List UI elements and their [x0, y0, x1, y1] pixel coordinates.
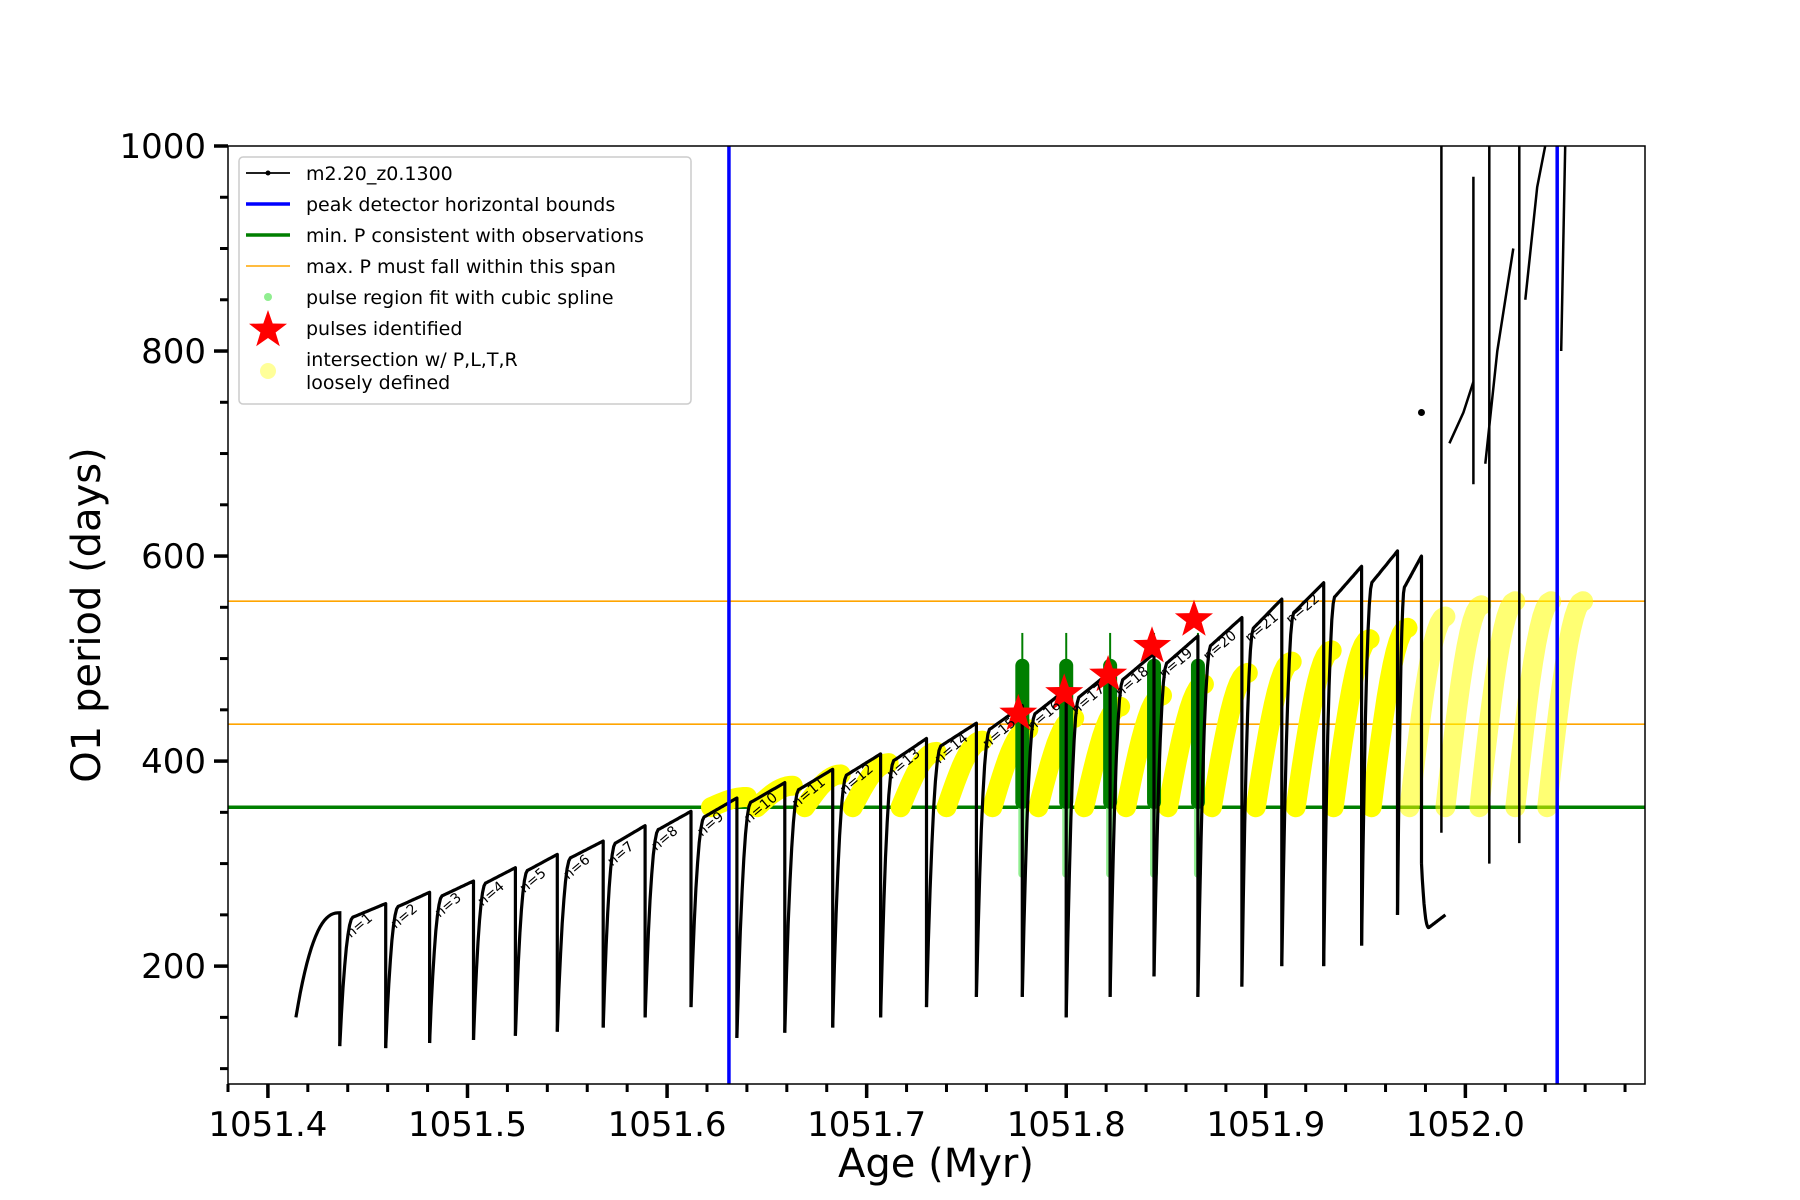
isolated-track-point: [1417, 409, 1425, 417]
intersection-region-2: [746, 775, 803, 818]
track-segment-3: [428, 879, 476, 1044]
legend-label-7: intersection w/ P,L,T,R: [306, 349, 518, 371]
legend-swatch-dot: [260, 363, 276, 379]
track-segment-13: [879, 736, 929, 1018]
track-segment-12: [831, 752, 883, 1028]
x-tick-label-6: 1051.9: [1206, 1105, 1325, 1145]
x-tick-label-4: 1051.7: [807, 1105, 926, 1145]
x-tick-label-1: 1051.4: [208, 1105, 327, 1145]
late-track-segment-2: [1448, 381, 1475, 444]
track-segment-21: [1240, 597, 1284, 987]
x-axis-label: Age (Myr): [838, 1141, 1034, 1187]
pulse-star-2: [1045, 673, 1084, 710]
track-segment-19: [1152, 634, 1200, 997]
track-segment-8: [643, 809, 693, 1018]
legend-label-2: peak detector horizontal bounds: [306, 194, 615, 216]
pulse-star-markers: [999, 599, 1213, 731]
track-segment-1: [338, 902, 388, 1049]
legend-label-6: pulses identified: [306, 318, 462, 340]
legend-label-5: pulse region fit with cubic spline: [306, 287, 614, 309]
period-track-series: [294, 146, 1567, 1049]
y-tick-label-4: 800: [141, 332, 206, 372]
track-segment-4: [471, 866, 517, 1040]
intersection-region-5: [890, 741, 947, 818]
pulse-star-5: [1174, 599, 1213, 636]
track-segment-7: [601, 824, 647, 1028]
track-segment-23: [1322, 564, 1364, 967]
x-axis: 1051.4 1051.5 1051.6 1051.7 1051.8 1051.9 1052…: [208, 1084, 1627, 1145]
track-segment-20: [1196, 616, 1244, 997]
track-segment-24: [1360, 549, 1400, 946]
track-segment-11: [783, 767, 835, 1033]
track-segment-22: [1280, 581, 1326, 967]
intersection-region-21: [1537, 591, 1594, 818]
legend-label-7-line2: loosely defined: [306, 372, 450, 394]
intersection-region-3: [794, 764, 851, 818]
track-segment-2: [384, 890, 432, 1049]
vertical-bound-lines: [727, 146, 1559, 1084]
intersection-region-14: [1285, 640, 1342, 818]
x-tick-label-3: 1051.6: [608, 1105, 727, 1145]
intersection-region-15: [1323, 629, 1380, 818]
legend-swatch-dot: [264, 293, 272, 301]
intersection-region-4: [842, 753, 899, 818]
track-segment-10: [735, 781, 787, 1038]
track-segment-18: [1108, 651, 1156, 997]
track-segment-14: [924, 721, 978, 1008]
legend-item-4: max. P must fall within this span: [246, 256, 616, 278]
legend-item-2: peak detector horizontal bounds: [246, 194, 615, 216]
intersection-region-18: [1435, 595, 1492, 818]
intersection-region-19: [1469, 591, 1526, 818]
pulse-star-1: [999, 693, 1038, 731]
track-segment-0: [294, 911, 342, 1047]
y-axis-label: O1 period (days): [64, 447, 110, 782]
track-segment-6: [555, 839, 605, 1032]
x-tick-label-2: 1051.5: [408, 1105, 527, 1145]
y-tick-label-2: 400: [141, 742, 206, 782]
legend-item-6: pulses identified: [249, 310, 462, 347]
y-tick-label-1: 200: [141, 947, 206, 987]
y-axis: 200 400 600 800 1000: [119, 127, 228, 1071]
pulse-star-4: [1133, 626, 1172, 663]
legend-swatch-star: [249, 310, 287, 347]
pulse-star-3: [1089, 655, 1128, 692]
legend-item-1: m2.20_z0.1300: [246, 163, 453, 185]
track-segment-26: [1419, 863, 1447, 930]
legend-frame: [238, 156, 692, 405]
legend-swatch-dot: [265, 170, 271, 176]
intersection-region-20: [1505, 591, 1562, 818]
legend-item-5: pulse region fit with cubic spline: [264, 287, 614, 309]
y-tick-label-5: 1000: [119, 127, 206, 167]
late-track-segment-7: [1524, 146, 1547, 300]
intersection-region-13: [1245, 651, 1302, 818]
x-tick-label-5: 1051.8: [1007, 1105, 1126, 1145]
plot-frame: [227, 145, 1646, 1085]
legend-label-1: m2.20_z0.1300: [306, 163, 453, 185]
legend-label-3: min. P consistent with observations: [306, 225, 644, 247]
track-segment-5: [513, 852, 559, 1036]
x-tick-label-7: 1052.0: [1406, 1105, 1525, 1145]
y-tick-label-3: 600: [141, 537, 206, 577]
legend-item-3: min. P consistent with observations: [246, 225, 644, 247]
late-track-segment-8: [1559, 146, 1567, 352]
track-segment-25: [1395, 554, 1424, 915]
legend-label-4: max. P must fall within this span: [306, 256, 616, 278]
intersection-region-17: [1399, 606, 1456, 818]
